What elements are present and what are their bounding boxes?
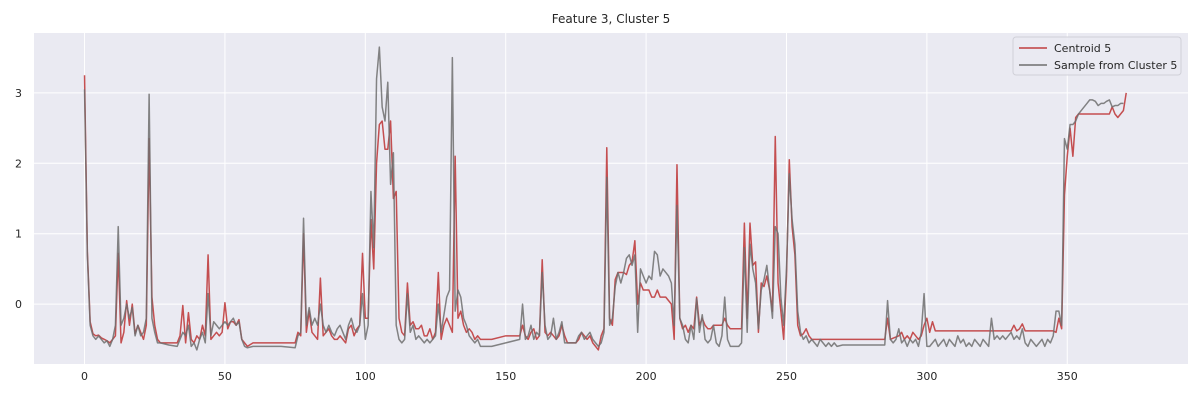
legend-box [1012,36,1182,76]
x-tick-label: 200 [636,370,657,383]
chart-title: Feature 3, Cluster 5 [552,12,670,26]
x-tick-label: 350 [1057,370,1078,383]
x-tick-label: 300 [916,370,937,383]
sample-line [83,46,1124,351]
legend: Centroid 5 Sample from Cluster 5 [1012,36,1182,76]
x-tick-label: 50 [218,370,232,383]
y-tick-label: 0 [15,298,22,311]
x-tick-label: 100 [355,370,376,383]
y-tick-label: 3 [15,87,22,100]
grid-lines [34,33,1188,364]
legend-label: Sample from Cluster 5 [1054,59,1177,72]
series-lines [83,46,1127,351]
x-tick-label: 0 [81,370,88,383]
x-tick-label: 150 [495,370,516,383]
legend-label: Centroid 5 [1054,42,1111,55]
x-tick-label: 250 [776,370,797,383]
y-tick-label: 1 [15,228,22,241]
y-tick-label: 2 [15,157,22,170]
tick-labels: 0 50 100 150 200 250 300 350 0 1 2 3 [15,87,1078,383]
